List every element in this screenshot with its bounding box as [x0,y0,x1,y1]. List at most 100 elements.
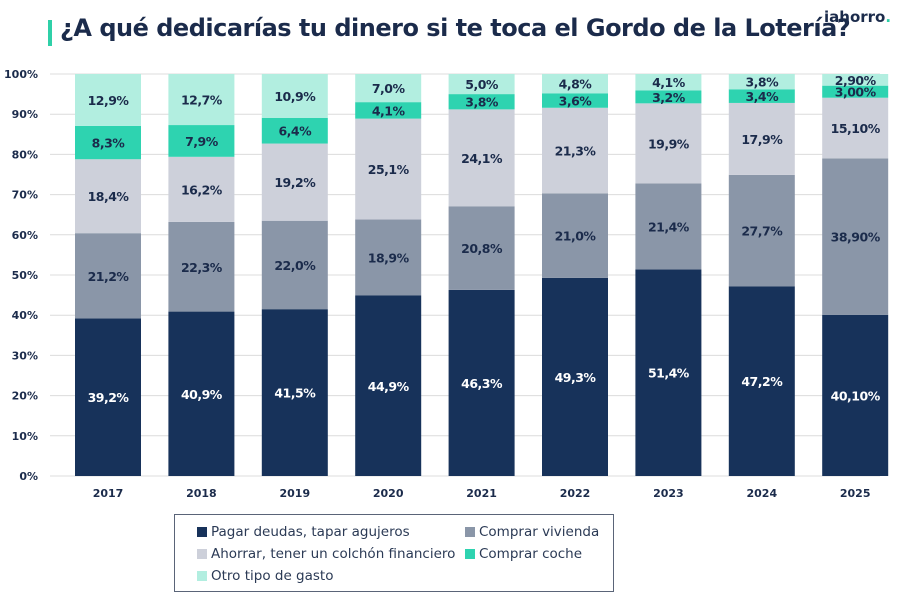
legend-item: Comprar vivienda [465,524,599,540]
bar-segment [168,125,235,157]
data-label: 21,3% [555,144,597,159]
legend-label: Ahorrar, tener un colchón financiero [211,546,456,562]
x-tick-label: 2022 [560,487,591,500]
y-tick-label: 100% [4,68,38,81]
bar-segment [542,277,608,476]
bar-segment [168,156,235,222]
bar-segment [448,109,515,207]
data-label: 46,3% [461,376,503,391]
data-label: 39,2% [88,390,130,405]
data-label: 7,9% [185,134,219,149]
bar-segment [542,107,608,194]
data-label: 18,4% [88,189,130,204]
bar-segment [728,102,795,175]
legend-swatch [465,549,475,559]
data-label: 3,4% [745,89,779,104]
legend-item: Comprar coche [465,546,582,562]
data-label: 44,9% [368,379,410,394]
data-label: 15,10% [831,121,881,136]
bar-segment [261,220,328,310]
bar-segment [448,206,515,290]
bar-segment [822,158,889,315]
x-tick-label: 2017 [93,487,124,500]
legend-label: Comprar vivienda [479,524,600,540]
data-label: 4,8% [559,77,593,92]
bar-segment [822,85,889,98]
legend-label: Otro tipo de gasto [211,568,334,584]
data-label: 18,9% [368,251,410,266]
bar-segment [355,118,422,220]
x-tick-label: 2020 [373,487,404,500]
x-tick-label: 2024 [746,487,777,500]
bar-segment [261,143,328,221]
data-label: 22,3% [181,260,223,275]
bar-segment [448,74,515,95]
bar-segment [355,219,422,296]
chart-title: ¿A qué dedicarías tu dinero si te toca e… [60,14,851,42]
legend-label: Comprar coche [479,546,583,562]
bar-segment [75,318,141,476]
bar-segment [635,74,702,91]
bar-segment [168,74,235,126]
data-label: 27,7% [741,224,783,239]
data-label: 19,9% [648,136,690,151]
data-label: 3,00% [835,85,877,100]
bar-segment [355,74,422,103]
bar-segment [75,159,141,234]
bar-segment [822,314,889,476]
stacked-bar-chart: 0% 10% 20% 30% 40% 50% 60% 70% 80% 90% 100% 39,2% 21… [4,68,889,500]
legend-swatch [197,571,207,581]
data-label: 17,9% [741,132,783,147]
data-label: 25,1% [368,162,410,177]
data-label: 49,3% [555,370,597,385]
bar-segment [355,102,422,119]
bar-segment [822,74,889,86]
legend-swatch [197,549,207,559]
x-tick-label: 2018 [186,487,217,500]
logo: iahorro. [824,8,892,26]
data-label: 7,0% [372,81,406,96]
bar-segment [168,221,235,312]
data-label: 51,4% [648,366,690,381]
y-tick-label: 30% [12,349,38,362]
legend-item: Ahorrar, tener un colchón financiero [197,546,455,562]
bar-segment [168,311,235,476]
data-label: 6,4% [278,124,312,139]
x-tick-label: 2025 [840,487,871,500]
data-label: 16,2% [181,182,223,197]
data-label: 8,3% [92,136,126,151]
data-label: 22,0% [274,258,316,273]
y-tick-label: 0% [19,470,38,483]
data-label: 20,8% [461,241,503,256]
data-label: 12,7% [181,93,223,108]
bar-segment [261,309,328,476]
y-tick-label: 50% [12,269,38,282]
data-label: 24,1% [461,151,503,166]
bar-segment [728,89,795,103]
bar-segment [355,295,422,476]
bar-segment [728,286,795,476]
data-label: 47,2% [741,374,783,389]
data-label: 5,0% [465,77,499,92]
bar-segment [542,93,608,108]
data-label: 40,9% [181,387,223,402]
legend: Pagar deudas, tapar agujeros Comprar vivi… [174,514,614,592]
data-label: 4,1% [372,103,406,118]
data-label: 2,90% [835,73,877,88]
y-tick-label: 70% [12,189,38,202]
legend-item: Otro tipo de gasto [197,568,333,584]
data-label: 3,2% [652,90,686,105]
data-label: 21,0% [555,229,597,244]
legend-item: Pagar deudas, tapar agujeros [197,524,410,540]
data-label: 10,9% [274,89,316,104]
bar-segment [261,117,328,144]
y-tick-label: 40% [12,309,38,322]
y-tick-label: 20% [12,390,38,403]
bar-segment [822,97,889,159]
bar-segment [542,74,608,94]
bar-segment [261,74,328,118]
x-tick-label: 2021 [466,487,497,500]
data-label: 41,5% [274,386,316,401]
legend-swatch [197,527,207,537]
data-label: 4,1% [652,75,686,90]
